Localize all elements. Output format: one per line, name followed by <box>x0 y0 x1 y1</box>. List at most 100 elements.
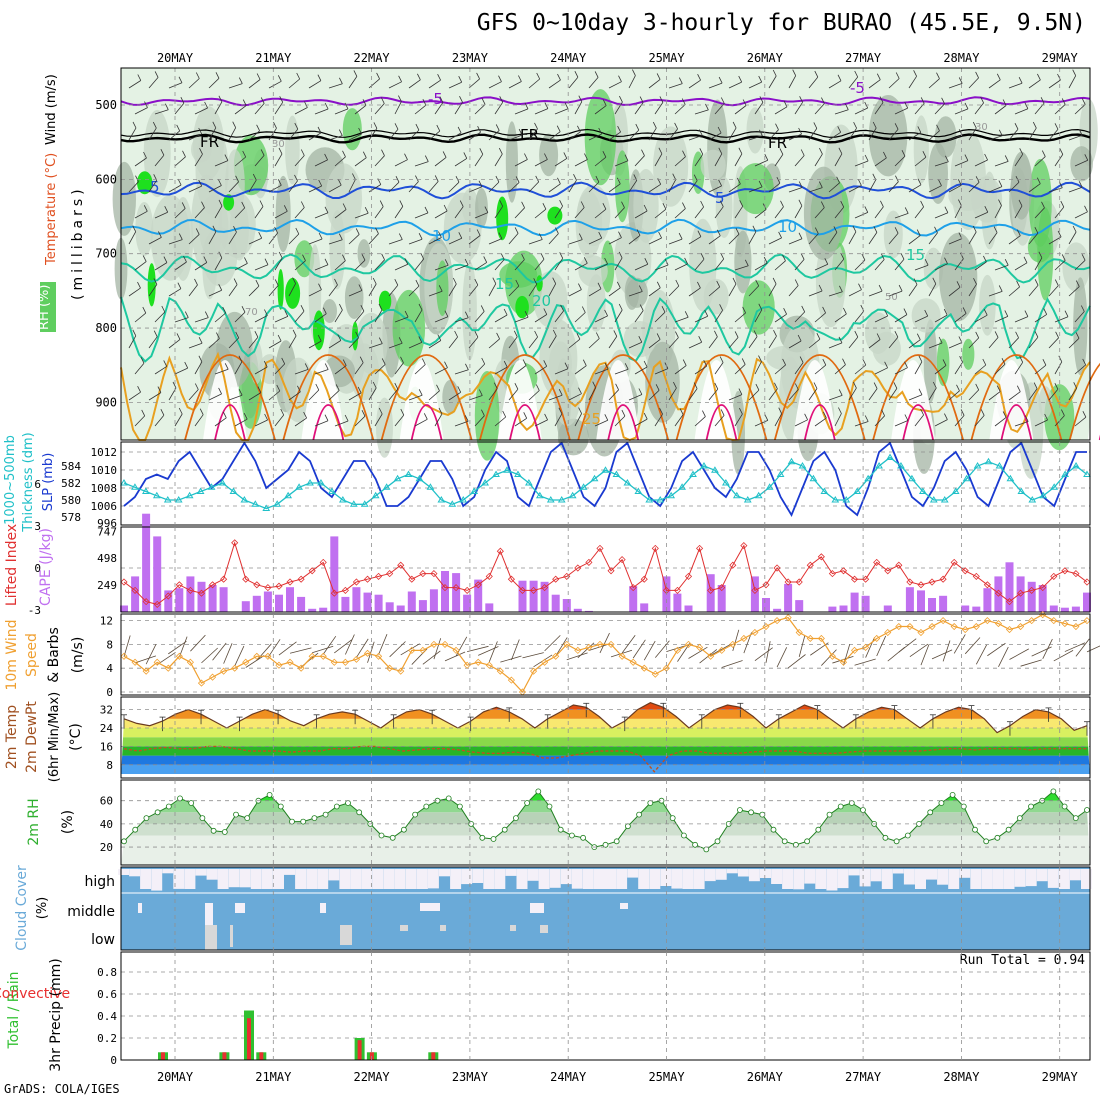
cape-bar <box>905 587 914 612</box>
rh-marker <box>647 800 654 806</box>
wind-speed-marker <box>474 658 482 666</box>
wind-barb-flag <box>181 202 186 209</box>
wind-barb <box>1034 156 1046 167</box>
surface-wind-barb <box>865 637 875 658</box>
wind-barb-flag <box>161 305 166 313</box>
wind-barb <box>694 109 709 115</box>
wind-speed-marker <box>208 673 217 681</box>
cloud-high-cell <box>571 869 583 889</box>
bottom-date-label: 29MAY <box>1042 1070 1079 1084</box>
wind-barb <box>894 213 909 219</box>
wind-barb <box>188 284 198 297</box>
lifted-index-marker <box>275 582 283 590</box>
wind-barb-flag <box>980 409 985 416</box>
wind-barb-flag <box>1019 148 1024 155</box>
wind-barb <box>468 336 479 349</box>
wind-barb <box>634 310 644 323</box>
wind-speed-marker <box>507 676 515 684</box>
wind-speed-marker <box>884 628 892 637</box>
wind-barb <box>828 80 842 89</box>
wind-barb-flag <box>573 174 577 181</box>
surface-wind-barb <box>1031 646 1052 657</box>
wind-barb <box>388 342 403 349</box>
cape-bar <box>917 590 925 612</box>
lifted-index-marker <box>773 564 781 572</box>
wind-barb-flag <box>763 256 768 264</box>
wind-barb <box>134 362 145 375</box>
wind-speed-marker <box>795 628 803 637</box>
wind-barb <box>634 366 648 375</box>
wind-barb <box>574 413 582 427</box>
wind-barb-flag <box>464 415 469 422</box>
wind-barb-flag <box>1072 225 1077 233</box>
wind-barb-flag <box>457 386 462 393</box>
thickness-marker <box>295 483 303 490</box>
wind-barb <box>628 291 643 297</box>
wind-barb-flag <box>142 306 147 314</box>
wind-barb <box>1068 186 1083 193</box>
wind-barb-flag <box>1082 411 1087 418</box>
top-date-label: 23MAY <box>452 51 489 65</box>
wind-barb-flag <box>458 232 463 239</box>
rh-contour-blob <box>577 184 611 246</box>
wind-barb <box>874 415 885 427</box>
li-tick-label: 3 <box>34 520 41 533</box>
wind-barb-flag <box>1073 382 1078 389</box>
wind-barb <box>194 317 209 323</box>
run-total-annotation: Run Total = 0.94 <box>960 953 1085 968</box>
wind-barb-flag <box>177 282 182 289</box>
cloud-high-cell <box>804 869 816 884</box>
wind-barb <box>734 413 743 427</box>
wind-barb-flag <box>375 227 379 234</box>
wind-barb-flag <box>1057 230 1062 238</box>
wind-speed-marker <box>994 620 1003 628</box>
cape-tick-label: 498 <box>97 552 117 565</box>
wind-barb-flag <box>522 359 527 366</box>
wind-barb <box>754 102 764 115</box>
isotherm-fr-double <box>120 128 1091 138</box>
wind-barb <box>408 238 423 245</box>
cape-bar <box>297 596 306 612</box>
wind-barb-flag <box>260 149 265 156</box>
cloud-high-cell <box>494 869 506 889</box>
wind-barb-flag <box>881 409 885 416</box>
wind-barb <box>734 265 749 271</box>
wind-barb <box>508 182 520 193</box>
wind-barb <box>514 365 527 375</box>
wind-axis-label-4: (m/s) <box>70 637 86 674</box>
surface-wind-barb <box>190 634 206 652</box>
wind-barb <box>774 413 783 427</box>
wind-barb-flag <box>1061 98 1066 105</box>
cloud-high-cell <box>815 869 827 889</box>
cloud-high-cell <box>870 869 882 882</box>
wind-barb <box>728 233 740 245</box>
wind-barb <box>1048 79 1061 89</box>
wind-barb-flag <box>238 77 243 84</box>
wind-barb <box>408 285 420 297</box>
temp-axis-label-4: (°C) <box>68 723 84 751</box>
rh-marker <box>983 838 990 845</box>
surface-wind-barb <box>566 652 588 661</box>
wind-barb-flag <box>195 72 200 79</box>
wind-barb-flag <box>772 277 777 285</box>
thickness-marker <box>831 496 840 503</box>
wind-barb <box>188 185 202 193</box>
wind-barb-flag <box>400 356 404 363</box>
wind-barb-flag <box>164 103 169 110</box>
wind-barb <box>648 237 662 245</box>
wind-barb <box>1068 338 1080 349</box>
contour-label: FR <box>520 126 539 144</box>
bottom-date-label: 23MAY <box>452 1070 489 1084</box>
contour-label: FR <box>768 134 787 152</box>
lifted-index-marker <box>1028 586 1036 594</box>
precip-tick-label: 0.8 <box>97 966 117 979</box>
cloud-low-cell <box>230 925 233 947</box>
wind-barb-flag <box>195 228 200 235</box>
wind-barb-flag <box>260 97 265 104</box>
wind-speed-marker <box>408 646 416 654</box>
wind-barb <box>974 415 985 427</box>
cloud-high-cell <box>771 869 783 884</box>
wind-barb-flag <box>465 363 469 370</box>
wind-barb <box>614 309 623 323</box>
wind-barb-flag <box>238 389 243 396</box>
